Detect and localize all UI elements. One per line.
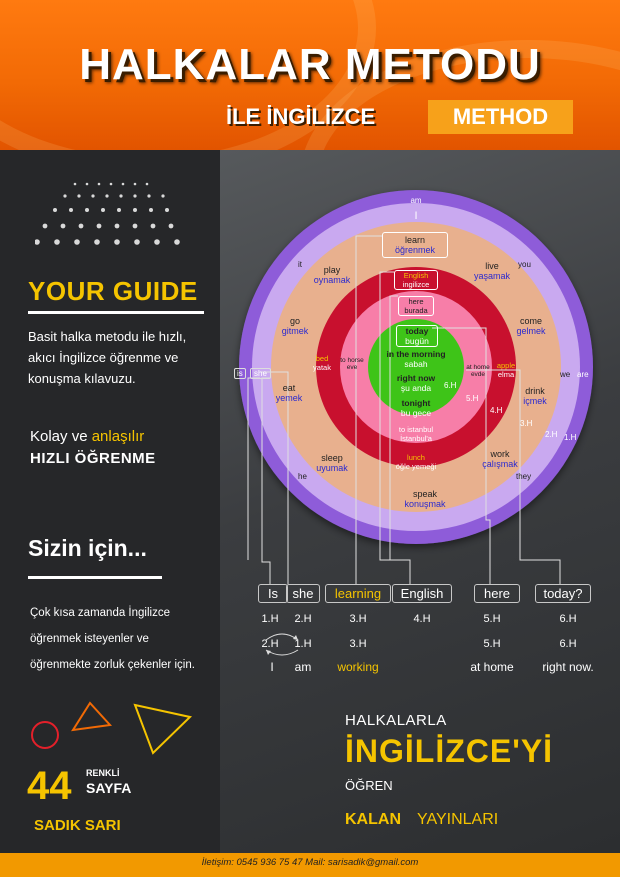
promo-line3: ÖĞREN	[345, 778, 393, 793]
seq-label: 6.H	[559, 613, 577, 625]
word-box-learning: learning	[325, 584, 391, 603]
hizli-ogrenme: HIZLI ÖĞRENME	[30, 450, 156, 467]
example-word: working	[337, 660, 379, 674]
connector-line	[379, 271, 411, 584]
word-box-here: here	[474, 584, 520, 603]
dot-pattern-decoration	[35, 182, 180, 245]
sizin-title: Sizin için...	[28, 535, 147, 561]
connector-line	[432, 327, 491, 584]
contact-info: İletişim: 0545 936 75 47 Mail: sarisadik…	[201, 857, 419, 868]
sizin-line: öğrenmek isteyenler ve	[30, 633, 149, 645]
guide-description: Basit halka metodu ile hızlı, akıcı İngi…	[28, 326, 218, 389]
left-panel	[0, 150, 220, 853]
word-box-english: English	[392, 584, 452, 603]
publisher-bold: KALAN	[345, 811, 401, 828]
seq-label: 5.H	[483, 638, 501, 650]
guide-line: Basit halka metodu ile hızlı,	[28, 329, 187, 344]
sizin-description: Çok kısa zamanda İngilizce öğrenmek iste…	[30, 600, 220, 678]
example-word: I	[270, 660, 274, 674]
promo-line1: HALKALARLA	[345, 712, 447, 729]
sizin-line: öğrenmekte zorluk çekenler için.	[30, 659, 195, 671]
seq-label: 4.H	[413, 613, 431, 625]
triangle-shape-icon	[71, 701, 113, 732]
connector-line	[466, 369, 561, 584]
example-word: at home	[470, 660, 514, 674]
ring-green	[368, 319, 464, 415]
publisher-rest: YAYINLARI	[417, 811, 499, 828]
guide-title: YOUR GUIDE	[28, 276, 198, 306]
kolay-line: Kolay ve anlaşılır	[30, 428, 144, 445]
guide-underline	[28, 311, 204, 314]
circle-shape-icon	[31, 721, 59, 749]
page-count: 44	[27, 764, 72, 808]
guide-line: konuşma kılavuzu.	[28, 371, 136, 386]
guide-line: akıcı İngilizce öğrenme ve	[28, 350, 179, 365]
swap-arrows-icon	[265, 633, 299, 656]
word-box-is: Is	[258, 584, 288, 603]
word-box-she: she	[286, 584, 320, 603]
example-word: am	[294, 660, 312, 674]
method-badge: METHOD	[428, 100, 573, 134]
connector-line	[389, 295, 398, 560]
seq-label: 2.H	[261, 638, 279, 650]
connector-line	[355, 235, 382, 584]
connector-line	[260, 371, 289, 584]
promo-line2: İNGİLİZCE'Yİ	[345, 733, 554, 769]
author-name: SADIK SARI	[34, 817, 121, 834]
triangle-shape-icon	[133, 703, 193, 755]
example-word: right now.	[542, 660, 594, 674]
seq-label: 1.H	[294, 638, 312, 650]
seq-label: 3.H	[349, 638, 367, 650]
page-title: HALKALAR METODU	[79, 40, 541, 89]
seq-label: 6.H	[559, 638, 577, 650]
header-banner	[0, 0, 620, 150]
footer-bar	[0, 853, 620, 877]
kolay-text: Kolay ve	[30, 428, 92, 445]
seq-label: 2.H	[294, 613, 312, 625]
page-subtitle: İLE İNGİLİZCE	[226, 104, 376, 129]
seq-label: 1.H	[261, 613, 279, 625]
seq-label: 3.H	[349, 613, 367, 625]
sayfa-label: SAYFA	[86, 780, 132, 796]
renkli-label: RENKLİ	[86, 768, 120, 778]
shapes-decoration	[31, 701, 193, 755]
sizin-underline	[28, 576, 162, 579]
seq-label: 5.H	[483, 613, 501, 625]
word-box-today: today?	[535, 584, 591, 603]
kolay-highlight: anlaşılır	[91, 428, 145, 445]
sizin-line: Çok kısa zamanda İngilizce	[30, 607, 170, 619]
